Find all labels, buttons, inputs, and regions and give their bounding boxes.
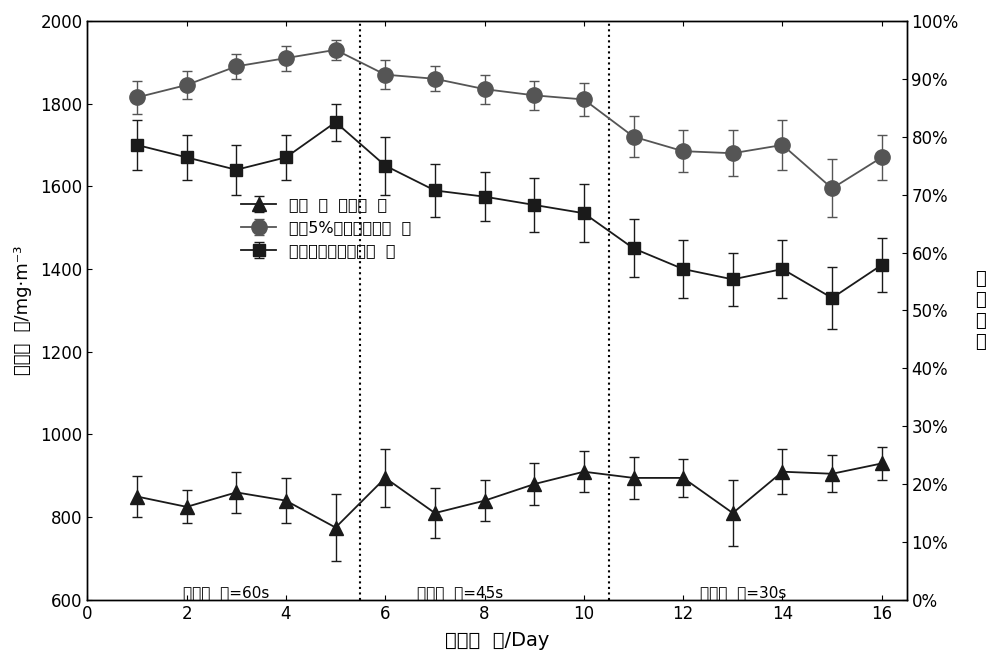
Text: 停留时  间=30s: 停留时 间=30s (700, 586, 786, 600)
Y-axis label: 去
除
效
率: 去 除 效 率 (975, 270, 986, 351)
Y-axis label: 进气浓  度/mg·m⁻³: 进气浓 度/mg·m⁻³ (14, 246, 32, 375)
Text: 停留时  间=60s: 停留时 间=60s (183, 586, 270, 600)
Legend: 二甲  苯  进气浓  度, 添加5%硬油的去除效  率, 不添加硬油的去除效  率: 二甲 苯 进气浓 度, 添加5%硬油的去除效 率, 不添加硬油的去除效 率 (235, 191, 418, 265)
Text: 停留时  间=45s: 停留时 间=45s (417, 586, 503, 600)
X-axis label: 运行时  间/Day: 运行时 间/Day (445, 631, 549, 650)
